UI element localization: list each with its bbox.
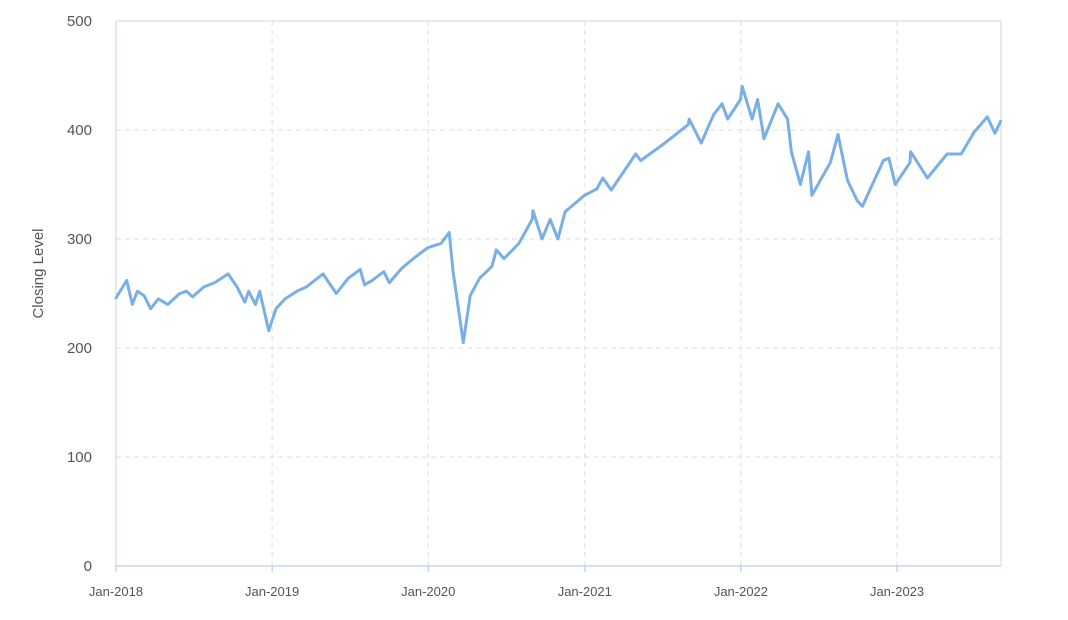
series-line [114, 84, 1003, 345]
x-tick-label: Jan-2022 [714, 584, 768, 599]
x-tick-label: Jan-2019 [245, 584, 299, 599]
x-tick-label: Jan-2023 [870, 584, 924, 599]
chart-axes [115, 20, 1002, 572]
y-tick-label: 0 [84, 558, 92, 575]
x-tick-label: Jan-2020 [401, 584, 455, 599]
y-tick-label: 100 [67, 449, 92, 466]
x-tick-label: Jan-2018 [89, 584, 143, 599]
y-axis-label: Closing Level [30, 228, 47, 318]
y-tick-label: 400 [67, 122, 92, 139]
y-tick-label: 500 [67, 13, 92, 30]
y-tick-label: 300 [67, 231, 92, 248]
x-tick-label: Jan-2021 [558, 584, 612, 599]
chart-labels: 0 100 200 300 400 500 Jan-2018 Jan-2019 Jan-2020… [67, 13, 924, 599]
chart-series [114, 84, 1003, 345]
y-tick-label: 200 [67, 340, 92, 357]
